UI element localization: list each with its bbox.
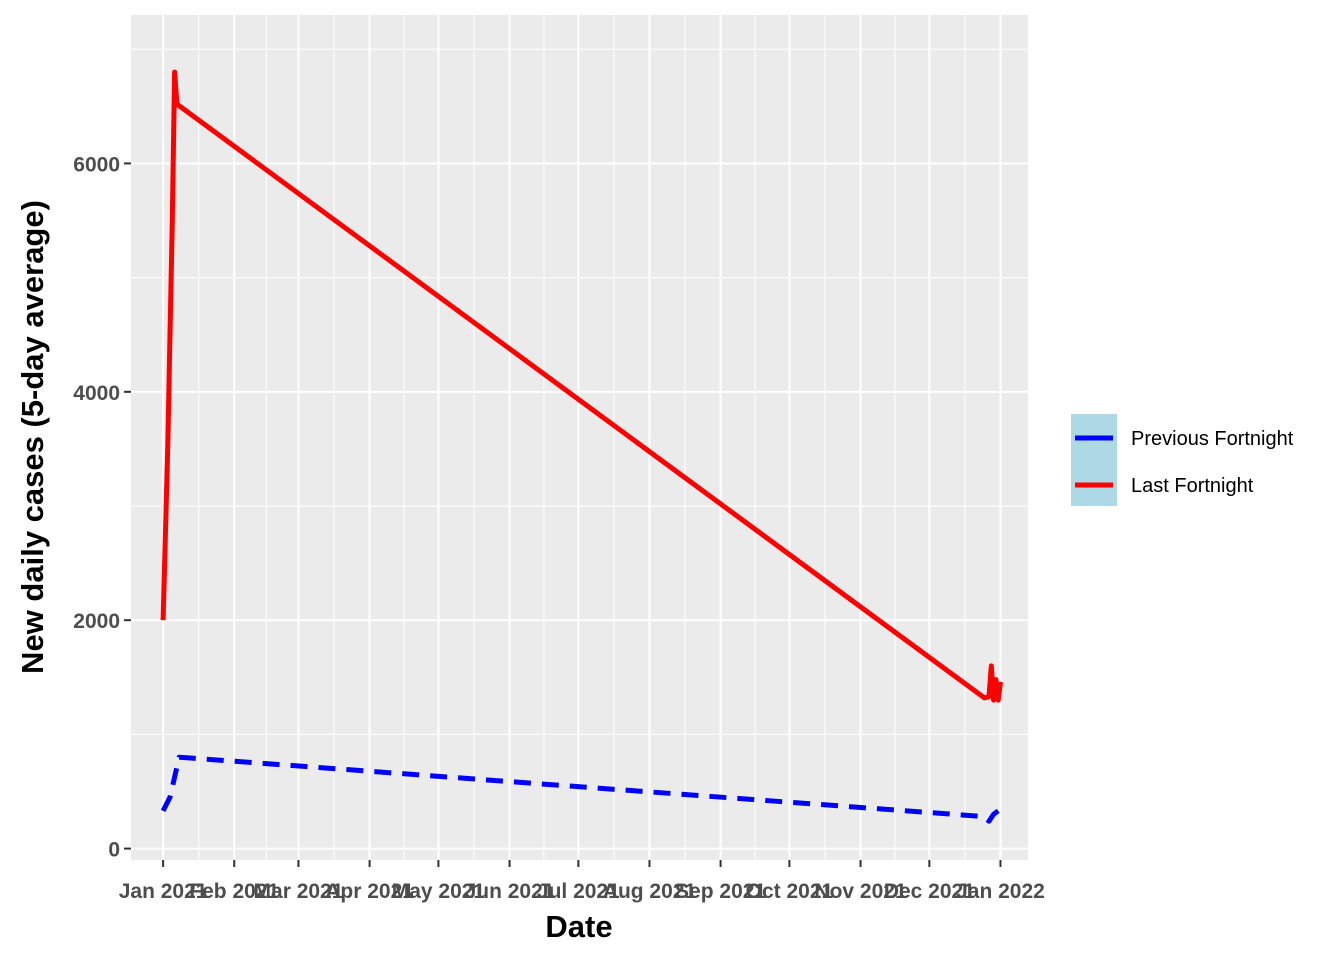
series-layer [160, 69, 1003, 824]
y-tick-label: 4000 [73, 382, 120, 405]
x-tick-label: Nov 2021 [814, 880, 907, 903]
y-axis-title: New daily cases (5-day average) [15, 200, 50, 674]
y-tick-label: 6000 [73, 153, 120, 176]
legend-label-previous-fortnight: Previous Fortnight [1131, 428, 1294, 450]
x-tick-label: May 2021 [392, 880, 486, 903]
x-axis-title: Date [545, 909, 612, 944]
x-tick-label: Dec 2021 [884, 880, 975, 903]
major-gridlines [131, 15, 1028, 860]
legend-key-background [1071, 414, 1117, 506]
x-tick-label: Mar 2021 [254, 880, 344, 903]
minor-gridlines [131, 15, 1028, 860]
series-line-last-fortnight [160, 69, 1003, 703]
x-tick-label: Jun 2021 [465, 880, 555, 903]
x-tick-label: Apr 2021 [325, 880, 414, 903]
x-tick-label: Jan 2022 [956, 880, 1045, 903]
legend: Previous Fortnight Last Fortnight [1071, 414, 1294, 506]
x-tick-label: Jan 2021 [119, 880, 208, 903]
x-tick-label: Aug 2021 [603, 880, 697, 903]
y-tick-label: 0 [108, 839, 120, 862]
x-tick-label: Oct 2021 [746, 880, 834, 903]
series-line-previous-fortnight [160, 754, 1000, 824]
legend-label-last-fortnight: Last Fortnight [1131, 475, 1254, 497]
plot-panel [131, 15, 1028, 860]
y-tick-label: 2000 [73, 610, 120, 633]
x-tick-label: Feb 2021 [189, 880, 279, 903]
y-axis: 0 2000 4000 6000 [73, 153, 131, 862]
x-tick-label: Jul 2021 [537, 880, 620, 903]
x-tick-label: Sep 2021 [675, 880, 766, 903]
